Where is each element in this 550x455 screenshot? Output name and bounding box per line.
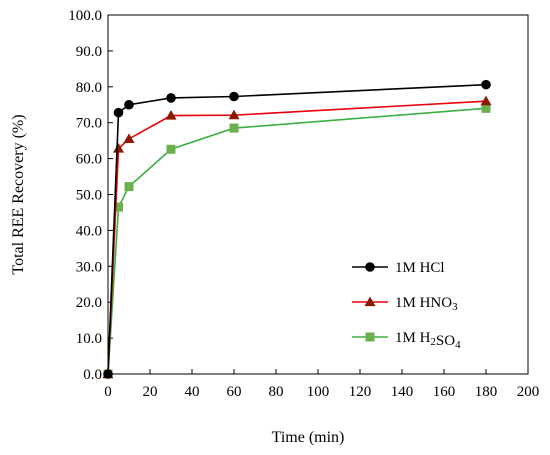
- x-tick-label: 20: [143, 384, 158, 400]
- series-1: [103, 79, 491, 379]
- legend-marker: [365, 332, 375, 342]
- data-point: [166, 93, 176, 103]
- legend-label: 1M HNO3: [395, 295, 458, 313]
- x-tick-label: 0: [104, 384, 112, 400]
- data-point: [123, 133, 135, 143]
- legend-marker: [365, 262, 375, 272]
- legend-item: 1M H2SO4: [352, 330, 461, 351]
- plot-area: [107, 14, 529, 375]
- x-tick-label: 120: [349, 384, 372, 400]
- x-tick-label: 140: [391, 384, 414, 400]
- data-point: [229, 91, 239, 102]
- x-axis: 0 20 40 60 80 100 120 140 160 180 200: [104, 369, 539, 400]
- y-tick-label: 20.0: [76, 295, 102, 311]
- data-point: [114, 202, 123, 212]
- x-tick-label: 180: [475, 384, 498, 400]
- x-tick-label: 100: [307, 384, 330, 400]
- series-2: [102, 95, 492, 379]
- data-point: [113, 107, 124, 118]
- y-tick-label: 90.0: [76, 44, 102, 60]
- y-tick-label: 70.0: [76, 116, 102, 132]
- y-tick-label: 50.0: [76, 188, 102, 204]
- y-tick-label: 0.0: [83, 367, 102, 383]
- legend-label: 1M HCl: [395, 260, 445, 276]
- data-point: [124, 99, 134, 110]
- legend-label: 1M H2SO4: [395, 330, 461, 351]
- y-tick-label: 10.0: [76, 331, 102, 347]
- series-line: [107, 107, 487, 375]
- data-point: [229, 123, 239, 133]
- x-axis-title: Time (min): [272, 429, 345, 446]
- legend-marker: [364, 296, 376, 307]
- x-tick-label: 160: [433, 384, 456, 400]
- y-tick-label: 40.0: [76, 223, 102, 239]
- data-point: [103, 369, 113, 379]
- series-line: [107, 83, 487, 375]
- legend-item: 1M HCl: [352, 260, 445, 276]
- data-point: [124, 182, 134, 192]
- x-tick-label: 200: [517, 384, 540, 400]
- legend-item: 1M HNO3: [352, 295, 458, 313]
- series-line: [107, 100, 487, 375]
- y-tick-label: 80.0: [76, 80, 102, 96]
- x-tick-label: 60: [227, 384, 242, 400]
- plot-border: [107, 14, 529, 375]
- y-tick-label: 30.0: [76, 259, 102, 275]
- data-point: [228, 109, 240, 120]
- data-point: [166, 144, 176, 154]
- data-point: [481, 103, 491, 113]
- x-tick-label: 40: [185, 384, 200, 400]
- y-tick-label: 60.0: [76, 152, 102, 168]
- y-axis-title: Total REE Recovery (%): [10, 114, 27, 274]
- y-axis: 0.0 10.0 20.0 30.0 40.0 50.0 60.0 70.0 80.0 90.0 1…: [68, 8, 113, 383]
- data-point: [165, 110, 177, 120]
- data-point: [113, 143, 124, 153]
- series-layer: [102, 79, 492, 379]
- x-tick-label: 80: [269, 384, 284, 400]
- y-tick-label: 100.0: [68, 8, 102, 24]
- data-point: [481, 79, 491, 90]
- legend: 1M HCl 1M HNO3 1M H2SO4: [352, 260, 461, 351]
- data-point: [480, 95, 492, 106]
